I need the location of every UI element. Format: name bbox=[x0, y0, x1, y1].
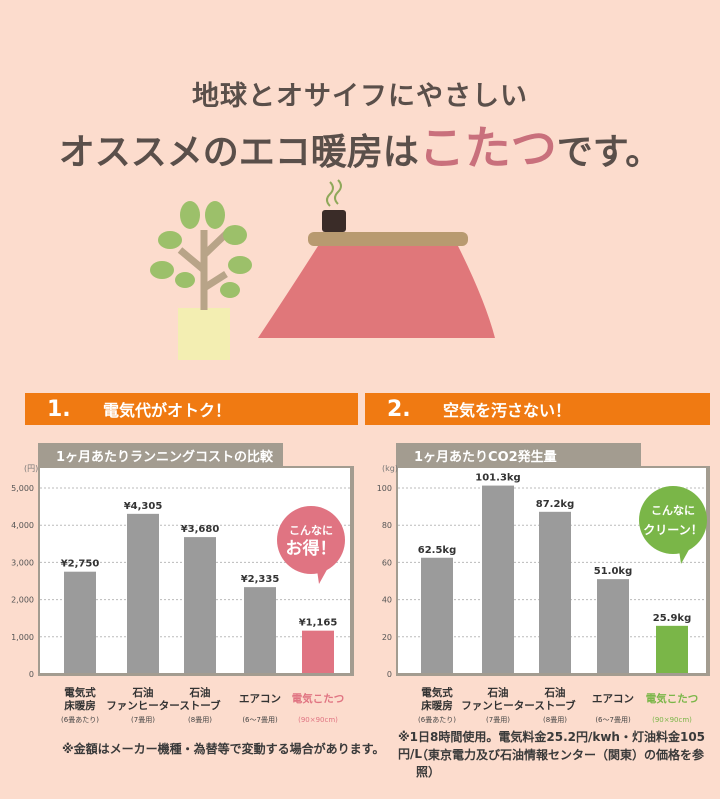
category-sublabel: (7畳用) bbox=[486, 716, 510, 724]
category-sublabel: (90×90cm) bbox=[298, 716, 338, 724]
y-tick-label: 100 bbox=[377, 484, 392, 493]
category-label: ファンヒーター bbox=[461, 700, 535, 712]
headline-highlight: こたつ bbox=[418, 121, 557, 175]
callout-tail bbox=[317, 566, 329, 584]
category-label: 床暖房 bbox=[421, 699, 453, 712]
bar bbox=[597, 579, 629, 674]
chart-title: 1ヶ月あたりCO2発生量 bbox=[414, 449, 557, 465]
category-label: エアコン bbox=[592, 693, 634, 705]
y-tick-label: 5,000 bbox=[11, 484, 34, 493]
category-label: 電気式 bbox=[64, 686, 96, 699]
data-label: 87.2kg bbox=[536, 499, 574, 510]
callout-text: クリーン！ bbox=[643, 523, 702, 537]
data-label: 25.9kg bbox=[653, 613, 691, 624]
data-label: ¥4,305 bbox=[124, 501, 163, 512]
y-tick-label: 3,000 bbox=[11, 558, 34, 567]
y-tick-label: 0 bbox=[29, 670, 34, 679]
bar bbox=[302, 630, 334, 674]
bar bbox=[64, 571, 96, 674]
y-tick-label: 1,000 bbox=[11, 633, 34, 642]
bar bbox=[127, 513, 159, 674]
category-sublabel: (6〜7畳用) bbox=[595, 716, 631, 724]
note-left: ※金額はメーカー機種・為替等で変動する場合があります。 bbox=[62, 742, 385, 756]
category-sublabel: (7畳用) bbox=[131, 716, 155, 724]
section-number: 1. bbox=[47, 396, 71, 422]
category-sublabel: (6〜7畳用) bbox=[242, 716, 278, 724]
category-label: ストーブ bbox=[179, 699, 221, 712]
category-label: ファンヒーター bbox=[106, 700, 180, 712]
category-sublabel: (6畳あたり) bbox=[418, 716, 456, 724]
note-right-2: （東京電力及び石油情報センター（関東）の価格を参照） bbox=[416, 748, 705, 779]
callout-tail bbox=[679, 546, 691, 564]
category-label: 石油 bbox=[189, 686, 211, 699]
category-label: ストーブ bbox=[534, 699, 576, 712]
y-tick-label: 4,000 bbox=[11, 521, 34, 530]
bar bbox=[421, 557, 453, 674]
illustration bbox=[150, 179, 495, 360]
category-label: 電気こたつ bbox=[292, 692, 345, 705]
category-label: 石油 bbox=[544, 686, 566, 699]
category-label: 石油 bbox=[132, 686, 154, 699]
bar bbox=[656, 625, 688, 674]
callout-bubble bbox=[277, 506, 345, 574]
data-label: 101.3kg bbox=[475, 473, 520, 484]
category-sublabel: (90×90cm) bbox=[652, 716, 692, 724]
category-label: 石油 bbox=[487, 686, 509, 699]
bar bbox=[539, 511, 571, 674]
callout-text: こんなに bbox=[289, 524, 333, 537]
kotatsu-icon bbox=[258, 179, 495, 338]
headline-line1: 地球とオサイフにやさしい bbox=[192, 81, 528, 112]
y-tick-label: 60 bbox=[382, 558, 392, 567]
bar bbox=[244, 587, 276, 674]
co2-chart: 1ヶ月あたりCO2発生量 (kg) 0 20 40 60 80 100 62.5kg 電気式床暖房… bbox=[377, 443, 710, 724]
y-tick-label: 40 bbox=[382, 596, 392, 605]
data-label: 62.5kg bbox=[418, 545, 456, 556]
chart-title-tab bbox=[38, 443, 283, 467]
plant-icon bbox=[150, 201, 252, 360]
callout-text: こんなに bbox=[651, 504, 695, 517]
headline-line2: オススメのエコ暖房はこたつです。 bbox=[0, 112, 720, 178]
bar bbox=[184, 537, 216, 674]
data-label: ¥2,335 bbox=[241, 574, 280, 585]
category-sublabel: (8畳用) bbox=[543, 716, 567, 724]
callout-bubble bbox=[639, 486, 707, 554]
chart-title: 1ヶ月あたりランニングコストの比較 bbox=[56, 449, 274, 465]
data-label: 51.0kg bbox=[594, 566, 632, 577]
data-label: ¥3,680 bbox=[181, 524, 220, 535]
y-tick-label: 2,000 bbox=[11, 596, 34, 605]
y-tick-label: 0 bbox=[387, 670, 392, 679]
chart-title-tab bbox=[396, 443, 641, 467]
y-tick-label: 80 bbox=[382, 521, 392, 530]
section-label: 電気代がオトク！ bbox=[103, 401, 232, 420]
data-label: ¥2,750 bbox=[61, 559, 100, 570]
section-label: 空気を汚さない！ bbox=[443, 401, 572, 420]
note-right-1: ※1日8時間使用。電気料金25.2円/kwh・灯油料金105円/L bbox=[398, 730, 706, 761]
category-sublabel: (6畳あたり) bbox=[61, 716, 99, 724]
headline-post: です。 bbox=[556, 131, 662, 173]
category-sublabel: (8畳用) bbox=[188, 716, 212, 724]
category-label: 床暖房 bbox=[64, 699, 96, 712]
category-label: 電気こたつ bbox=[646, 692, 699, 705]
y-unit: (円) bbox=[24, 464, 38, 473]
section-header-1: 1. 電気代がオトク！ bbox=[25, 393, 358, 425]
running-cost-chart: 1ヶ月あたりランニングコストの比較 (円) 0 1,000 2,000 3,000 4,00… bbox=[11, 443, 354, 724]
section-number: 2. bbox=[387, 396, 411, 422]
category-label: エアコン bbox=[239, 693, 281, 705]
data-label: ¥1,165 bbox=[299, 618, 338, 629]
bar bbox=[482, 485, 514, 674]
y-unit: (kg) bbox=[382, 464, 398, 473]
y-tick-label: 20 bbox=[382, 633, 392, 642]
callout-text: お得！ bbox=[286, 538, 337, 559]
section-header-2: 2. 空気を汚さない！ bbox=[365, 393, 710, 425]
category-label: 電気式 bbox=[421, 686, 453, 699]
headline-pre: オススメのエコ暖房は bbox=[58, 131, 419, 173]
